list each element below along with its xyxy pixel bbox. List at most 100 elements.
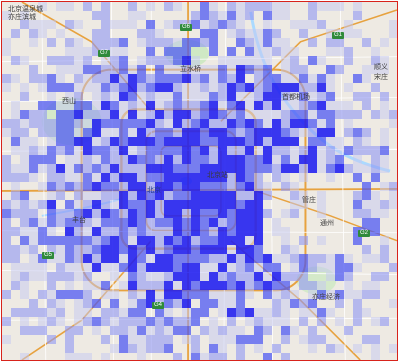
- heat-tile: [83, 56, 92, 65]
- heat-tile: [56, 173, 65, 182]
- heat-tile: [326, 83, 335, 92]
- heat-tile: [362, 146, 371, 155]
- heat-tile: [209, 236, 218, 245]
- heat-tile: [119, 344, 128, 353]
- heat-tile: [38, 29, 47, 38]
- heat-tile: [272, 299, 281, 308]
- heat-tile: [38, 146, 47, 155]
- heat-tile: [227, 326, 236, 335]
- heat-tile: [56, 263, 65, 272]
- heat-tile: [272, 263, 281, 272]
- heat-tile: [254, 56, 263, 65]
- heat-tile: [281, 281, 290, 290]
- heat-tile: [20, 83, 29, 92]
- heat-tile: [119, 236, 128, 245]
- heat-tile: [128, 299, 137, 308]
- heat-tile: [83, 164, 92, 173]
- heat-tile: [128, 164, 137, 173]
- heat-tile: [209, 335, 218, 344]
- heat-tile: [236, 182, 245, 191]
- heat-tile: [65, 83, 74, 92]
- map-frame[interactable]: 北京温泉城 亦庄滨城 立水桥 首都机场 西山 北京 北京站 管庄 通州 丰台 亦…: [1, 1, 398, 361]
- heat-tile: [56, 56, 65, 65]
- heat-tile: [155, 29, 164, 38]
- heat-tile: [335, 272, 344, 281]
- heat-tile: [245, 272, 254, 281]
- heat-tile: [2, 218, 11, 227]
- heat-tile: [371, 146, 380, 155]
- heat-tile: [335, 146, 344, 155]
- heat-tile: [353, 236, 362, 245]
- heat-tile: [263, 47, 272, 56]
- heat-tile: [164, 281, 173, 290]
- heat-tile: [281, 335, 290, 344]
- heat-tile: [56, 128, 65, 137]
- heat-tile: [74, 209, 83, 218]
- heat-tile: [263, 155, 272, 164]
- heat-tile: [29, 227, 38, 236]
- heat-tile: [236, 65, 245, 74]
- heat-tile: [191, 128, 200, 137]
- heat-tile: [263, 29, 272, 38]
- heat-tile: [380, 56, 389, 65]
- heat-tile: [173, 218, 182, 227]
- heat-tile: [101, 281, 110, 290]
- heat-tile: [317, 164, 326, 173]
- heat-tile: [272, 173, 281, 182]
- heat-tile: [146, 38, 155, 47]
- heat-tile: [236, 155, 245, 164]
- heat-tile: [83, 308, 92, 317]
- heat-tile: [218, 254, 227, 263]
- heat-tile: [227, 245, 236, 254]
- heat-tile: [146, 335, 155, 344]
- heat-tile: [20, 263, 29, 272]
- heat-tile: [101, 209, 110, 218]
- heat-tile: [20, 128, 29, 137]
- heat-tile: [83, 281, 92, 290]
- heat-tile: [281, 101, 290, 110]
- heat-tile: [2, 200, 11, 209]
- heat-tile: [128, 173, 137, 182]
- heat-tile: [38, 2, 47, 11]
- heat-tile: [128, 236, 137, 245]
- heat-tile: [308, 20, 317, 29]
- heat-tile: [101, 128, 110, 137]
- heat-tile: [299, 272, 308, 281]
- heat-tile: [209, 272, 218, 281]
- heat-tile: [74, 155, 83, 164]
- heat-tile: [173, 137, 182, 146]
- heat-tile: [371, 56, 380, 65]
- heat-tile: [263, 191, 272, 200]
- heat-tile: [2, 47, 11, 56]
- heat-tile: [389, 263, 397, 272]
- heat-tile: [290, 263, 299, 272]
- heat-tile: [164, 137, 173, 146]
- heat-tile: [182, 137, 191, 146]
- heat-tile: [209, 227, 218, 236]
- heat-tile: [245, 119, 254, 128]
- heat-tile: [389, 191, 397, 200]
- heat-tile: [371, 272, 380, 281]
- heat-tile: [110, 263, 119, 272]
- heat-tile: [272, 101, 281, 110]
- heat-tile: [56, 218, 65, 227]
- heat-tile: [119, 137, 128, 146]
- heat-tile: [83, 110, 92, 119]
- heat-tile: [173, 290, 182, 299]
- heat-tile: [254, 308, 263, 317]
- heat-tile: [101, 110, 110, 119]
- heat-tile: [371, 173, 380, 182]
- heat-tile: [92, 173, 101, 182]
- heat-tile: [101, 137, 110, 146]
- heat-tile: [155, 56, 164, 65]
- heat-tile: [92, 200, 101, 209]
- heat-tile: [20, 155, 29, 164]
- heat-tile: [191, 335, 200, 344]
- heat-tile: [83, 173, 92, 182]
- heat-tile: [47, 173, 56, 182]
- heat-tile: [164, 128, 173, 137]
- heat-tile: [299, 299, 308, 308]
- heat-tile: [227, 119, 236, 128]
- heat-tile: [272, 92, 281, 101]
